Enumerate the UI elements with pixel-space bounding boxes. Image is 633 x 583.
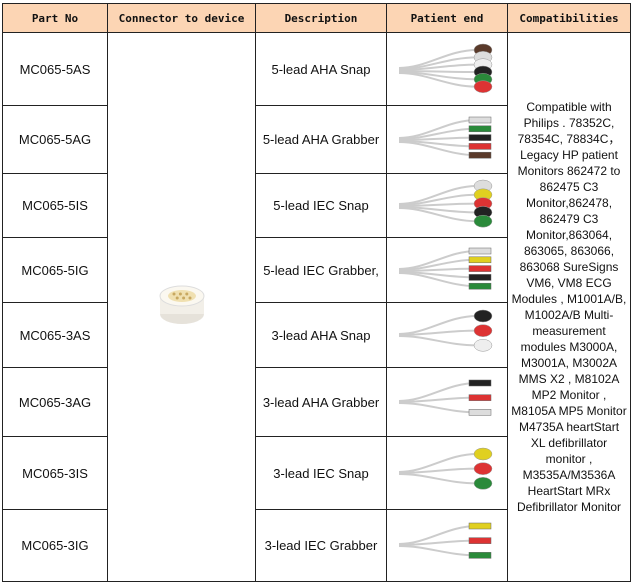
patient-end-image (386, 367, 508, 437)
description: 5-lead IEC Grabber, (255, 237, 387, 303)
table-row: MC065-5AG 5-lead AHA Grabber (2, 105, 631, 174)
table-row: MC065-5IG 5-lead IEC Grabber, (2, 237, 631, 303)
table-row: MC065-3AS 3-lead AHA Snap (2, 302, 631, 368)
column-header: Compatibilities (507, 3, 631, 33)
description: 5-lead AHA Grabber (255, 105, 387, 174)
description: 3-lead IEC Grabber (255, 509, 387, 582)
column-header: Description (255, 3, 387, 33)
table-row: MC065-3IG 3-lead IEC Grabber (2, 509, 631, 582)
patient-end-image (386, 173, 508, 238)
table-row: MC065-5IS 5-lead IEC Snap (2, 173, 631, 238)
patient-end-image (386, 105, 508, 174)
compatibilities: Compatible with Philips . 78352C, 78354C… (507, 32, 631, 582)
product-table: Part No Connector to device Description Pat… (2, 3, 631, 582)
patient-end-image (386, 302, 508, 368)
table-row: MC065-3IS 3-lead IEC Snap (2, 436, 631, 510)
patient-end-image (386, 237, 508, 303)
table-row: MC065-3AG 3-lead AHA Grabber (2, 367, 631, 437)
part-number: MC065-5AG (2, 105, 108, 174)
table-row: MC065-5AS 5-lead AHA Snap Compatible with … (2, 32, 631, 582)
part-number: MC065-3AG (2, 367, 108, 437)
description: 5-lead AHA Snap (255, 32, 387, 106)
connector-image (107, 32, 256, 582)
column-header: Patient end (386, 3, 508, 33)
part-number: MC065-5IS (2, 173, 108, 238)
patient-end-image (386, 509, 508, 582)
header-row: Part No Connector to device Description Pat… (2, 3, 631, 33)
description: 3-lead AHA Grabber (255, 367, 387, 437)
column-header: Connector to device (107, 3, 256, 33)
description: 3-lead AHA Snap (255, 302, 387, 368)
part-number: MC065-3AS (2, 302, 108, 368)
description: 5-lead IEC Snap (255, 173, 387, 238)
part-number: MC065-5AS (2, 32, 108, 106)
part-number: MC065-3IS (2, 436, 108, 510)
patient-end-image (386, 436, 508, 510)
patient-end-image (386, 32, 508, 106)
column-header: Part No (2, 3, 108, 33)
part-number: MC065-5IG (2, 237, 108, 303)
part-number: MC065-3IG (2, 509, 108, 582)
description: 3-lead IEC Snap (255, 436, 387, 510)
